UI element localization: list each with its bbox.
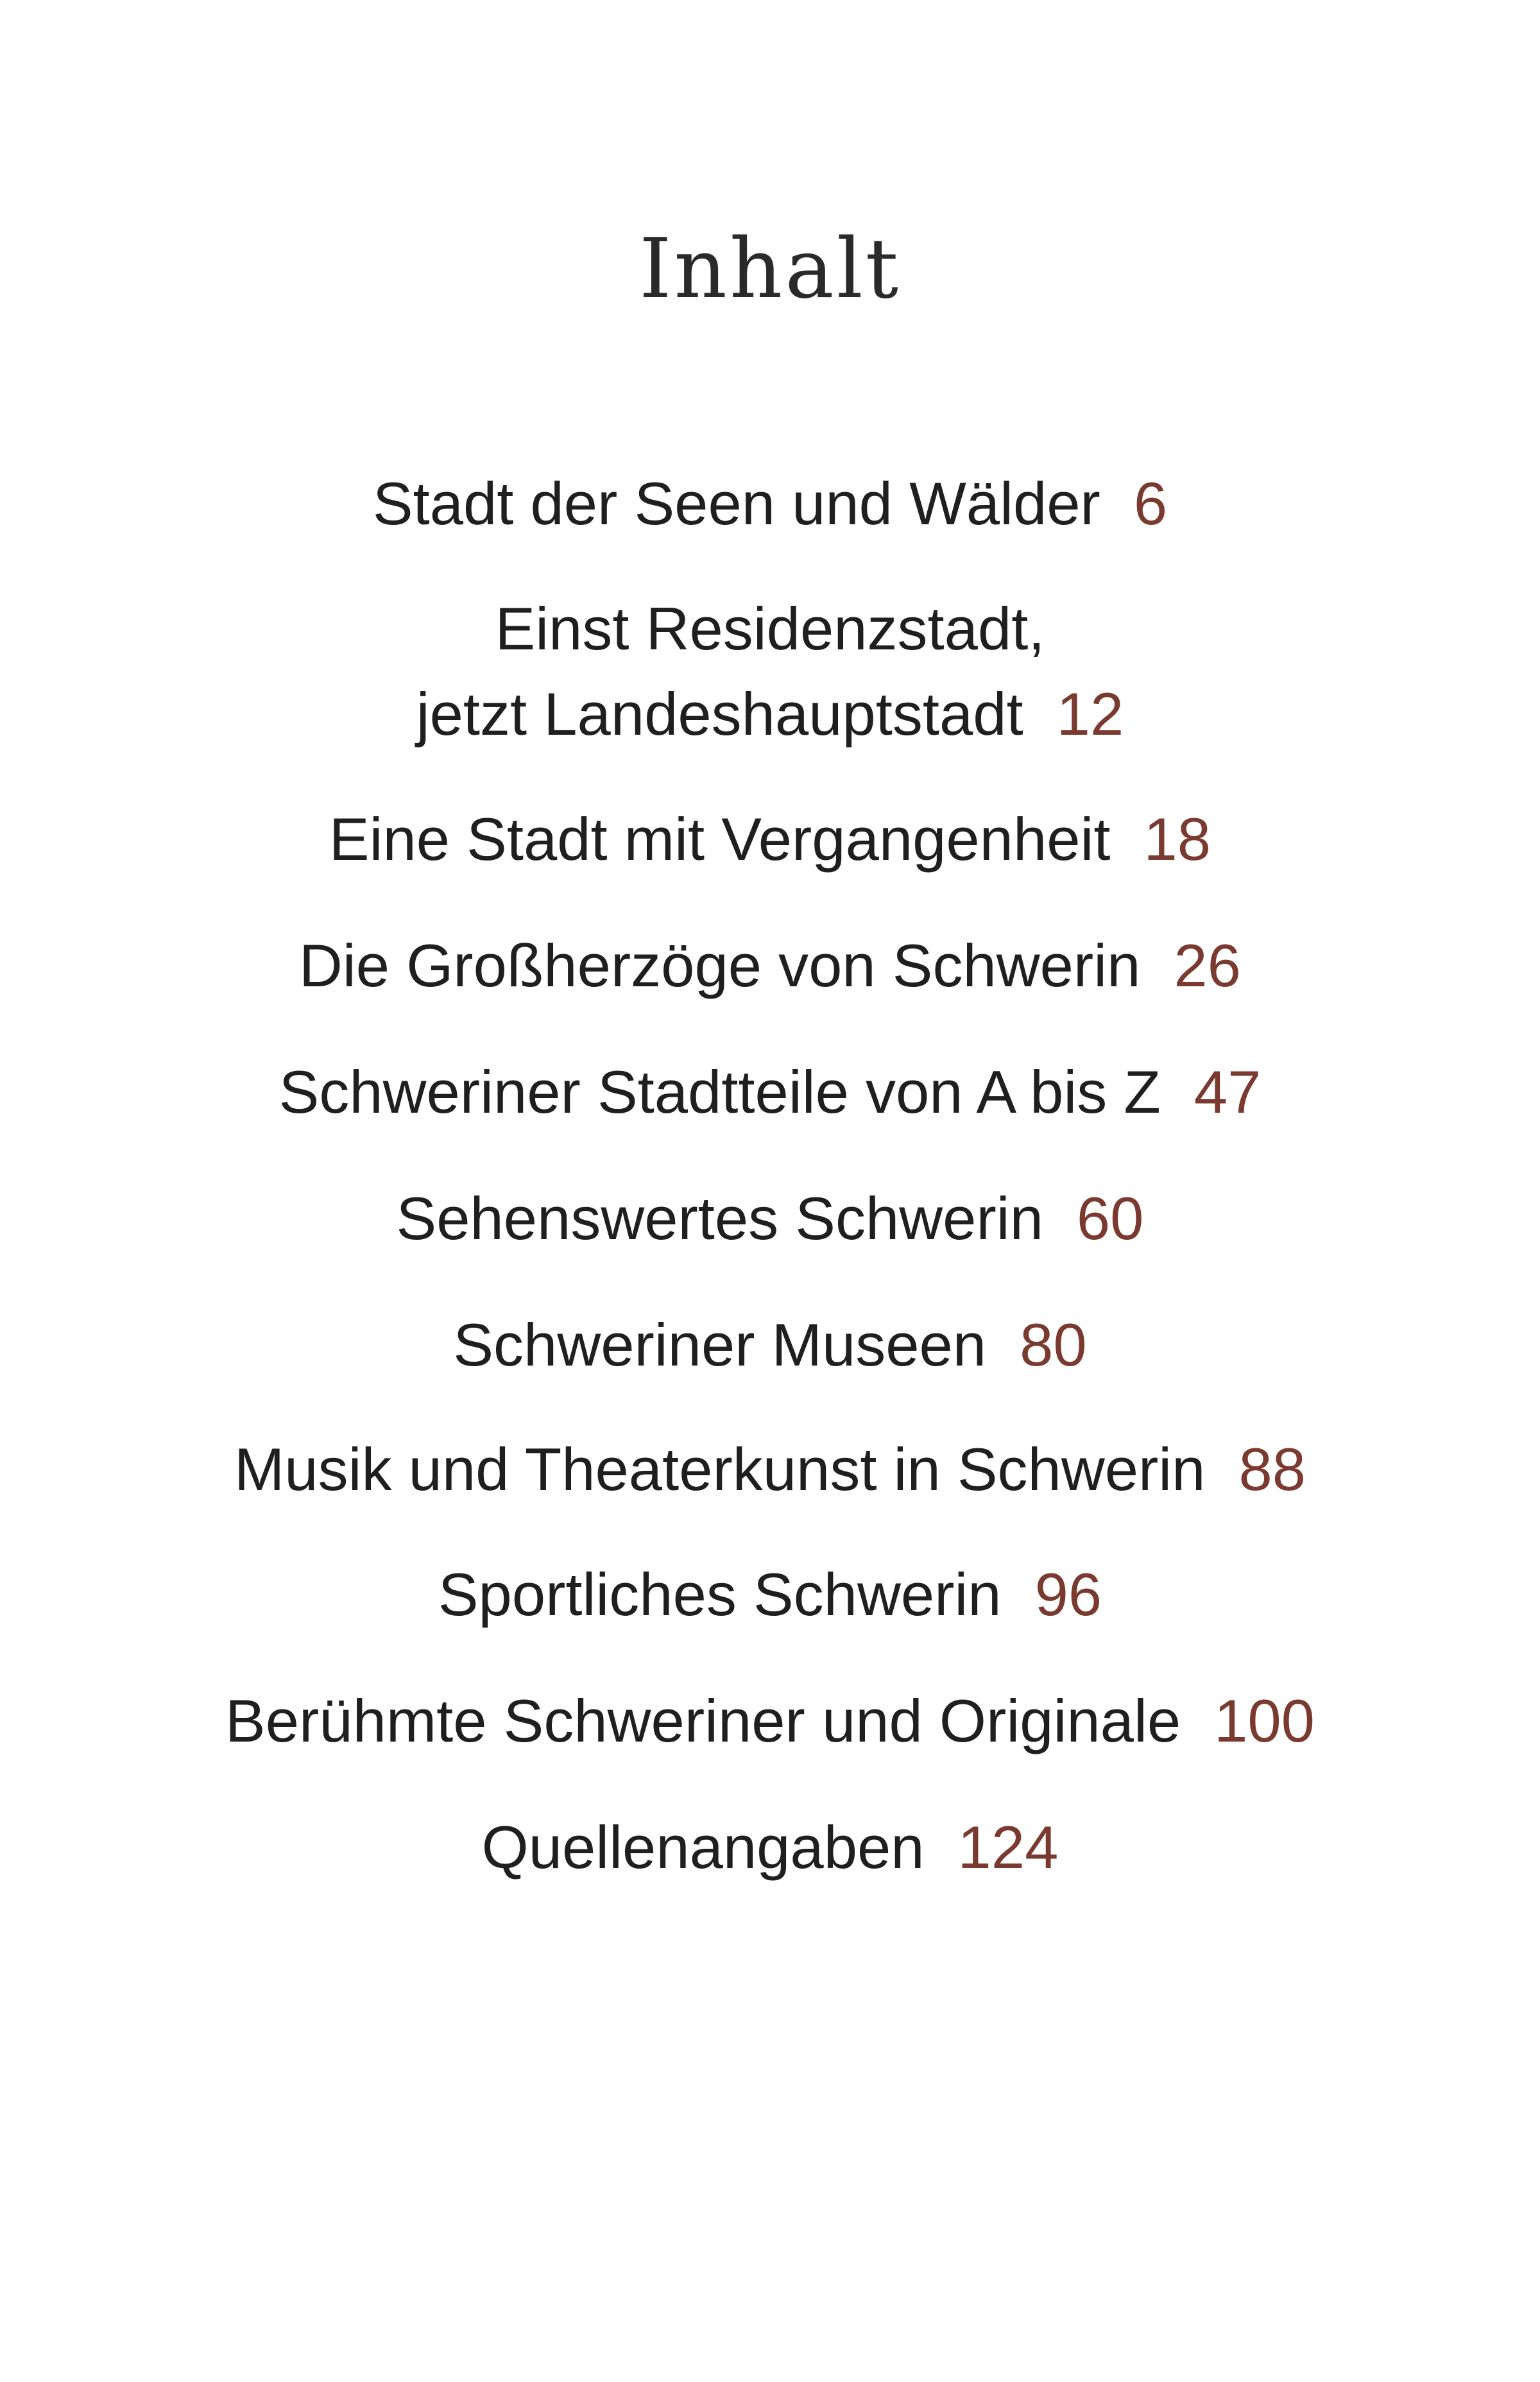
toc-entry: Musik und Theaterkunst in Schwerin 88	[0, 1431, 1540, 1508]
toc-entry: Sehenswertes Schwerin 60	[0, 1180, 1540, 1257]
toc-entry-page: 88	[1238, 1435, 1306, 1503]
toc-entry-title: Sehenswertes Schwerin	[396, 1185, 1043, 1252]
toc-entry-title: Sportliches Schwerin	[438, 1561, 1002, 1628]
toc-entry-title: Berühmte Schweriner und Originale	[225, 1687, 1181, 1754]
toc-entry-title: Musik und Theaterkunst in Schwerin	[234, 1435, 1206, 1503]
toc-entry-page: 100	[1214, 1687, 1315, 1754]
toc-entry-title: Eine Stadt mit Vergangenheit	[329, 805, 1111, 873]
toc-entry-page: 96	[1034, 1561, 1102, 1628]
toc-entry-page: 80	[1020, 1311, 1087, 1378]
toc-entry-page: 6	[1133, 470, 1168, 537]
toc-entry: Einst Residenzstadt,	[0, 590, 1540, 667]
toc-entry-title: Die Großherzöge von Schwerin	[299, 932, 1141, 999]
toc-entry-page: 47	[1194, 1058, 1262, 1126]
toc-entry-title: jetzt Landeshauptstadt	[416, 680, 1023, 748]
toc-entry: Berühmte Schweriner und Originale 100	[0, 1683, 1540, 1760]
toc-entry: jetzt Landeshauptstadt 12	[0, 676, 1540, 753]
toc-entry-page: 26	[1174, 932, 1241, 999]
toc-entry-page: 18	[1143, 805, 1211, 873]
toc-entry-title: Schweriner Stadtteile von A bis Z	[278, 1058, 1161, 1126]
toc-entry: Stadt der Seen und Wälder 6	[0, 465, 1540, 542]
toc-entry: Sportliches Schwerin 96	[0, 1556, 1540, 1633]
toc-entry-title: Quellenangaben	[481, 1813, 925, 1881]
toc-entry-title: Stadt der Seen und Wälder	[372, 470, 1100, 537]
toc-entry: Eine Stadt mit Vergangenheit 18	[0, 801, 1540, 878]
toc-entry-page: 12	[1056, 680, 1124, 748]
toc-entry: Schweriner Museen 80	[0, 1307, 1540, 1384]
toc-entry-title: Einst Residenzstadt,	[495, 595, 1045, 662]
toc-entry: Schweriner Stadtteile von A bis Z 47	[0, 1054, 1540, 1131]
toc-entry-title: Schweriner Museen	[453, 1311, 987, 1378]
toc-entry: Quellenangaben 124	[0, 1809, 1540, 1886]
toc-entry-page: 124	[957, 1813, 1059, 1881]
page-title: Inhalt	[638, 221, 902, 317]
toc-entry: Die Großherzöge von Schwerin 26	[0, 927, 1540, 1004]
toc-entry-page: 60	[1076, 1185, 1144, 1252]
